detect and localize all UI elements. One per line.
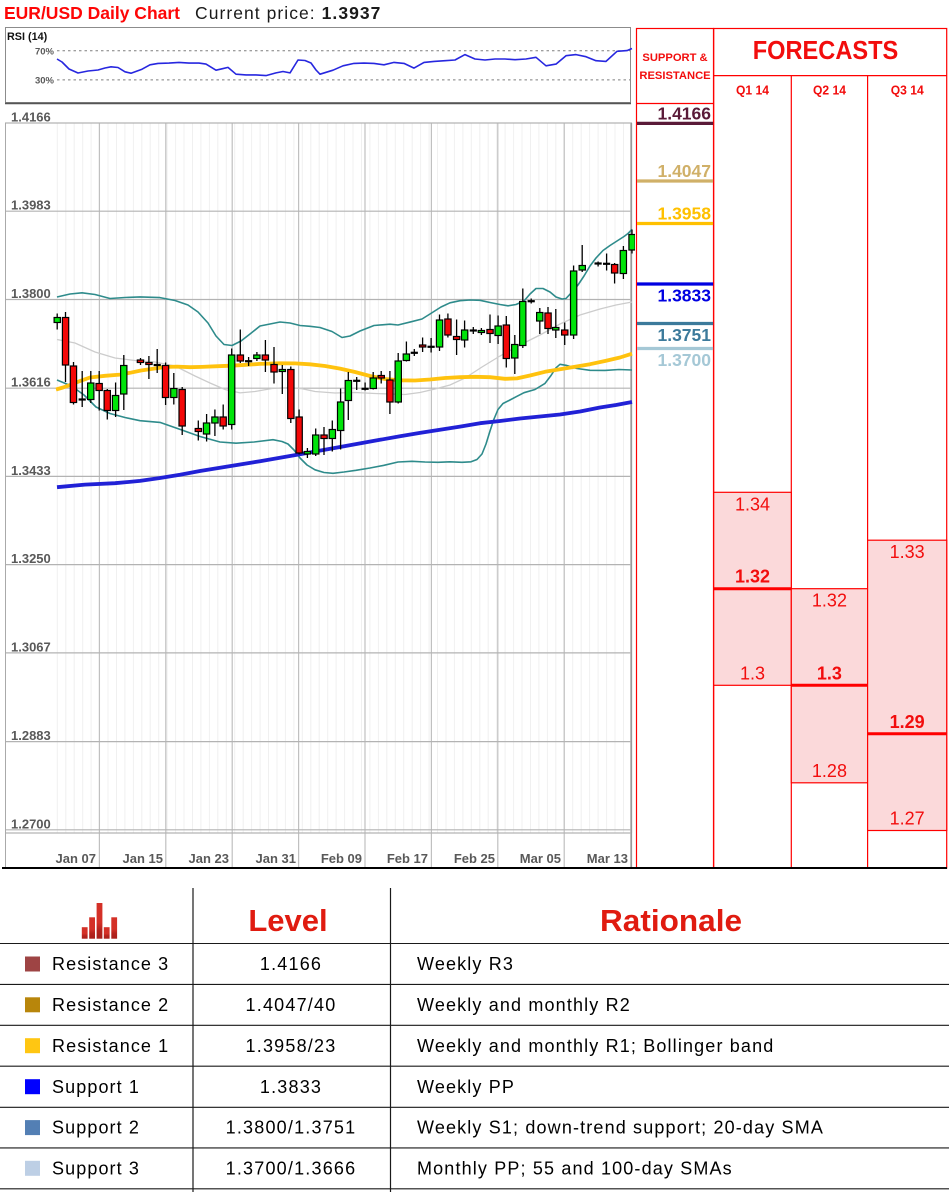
svg-text:1.3958: 1.3958 [657, 204, 711, 224]
svg-text:1.3983: 1.3983 [11, 198, 51, 213]
svg-text:1.3833: 1.3833 [260, 1077, 322, 1097]
svg-text:Resistance 3: Resistance 3 [52, 954, 169, 974]
svg-text:Support 2: Support 2 [52, 1118, 140, 1138]
svg-text:1.4047/40: 1.4047/40 [246, 995, 337, 1015]
svg-text:Level: Level [248, 903, 327, 938]
svg-text:1.3700: 1.3700 [657, 350, 711, 370]
svg-text:1.33: 1.33 [890, 542, 925, 562]
svg-text:Feb 09: Feb 09 [321, 851, 362, 866]
svg-text:1.29: 1.29 [890, 712, 925, 732]
svg-text:1.3: 1.3 [740, 663, 765, 683]
svg-text:Weekly R3: Weekly R3 [417, 954, 514, 974]
svg-text:1.3616: 1.3616 [11, 375, 51, 390]
svg-text:1.3800: 1.3800 [11, 286, 51, 301]
svg-text:1.32: 1.32 [812, 591, 847, 611]
svg-text:1.27: 1.27 [890, 809, 925, 829]
svg-text:Weekly S1; down-trend support;: Weekly S1; down-trend support; 20-day SM… [417, 1118, 824, 1138]
svg-text:1.4166: 1.4166 [657, 103, 711, 123]
svg-text:Q1 14: Q1 14 [736, 83, 770, 98]
svg-text:Weekly and monthly R2: Weekly and monthly R2 [417, 995, 631, 1015]
svg-text:Jan 15: Jan 15 [123, 851, 163, 866]
svg-text:30%: 30% [35, 76, 55, 87]
svg-text:1.34: 1.34 [735, 494, 770, 514]
svg-text:Weekly and monthly R1; Bolling: Weekly and monthly R1; Bollinger band [417, 1036, 774, 1056]
svg-text:1.3958/23: 1.3958/23 [246, 1036, 337, 1056]
svg-text:Rationale: Rationale [600, 903, 742, 938]
svg-text:1.3833: 1.3833 [657, 286, 711, 306]
svg-text:Feb 17: Feb 17 [387, 851, 428, 866]
svg-text:1.3: 1.3 [817, 663, 842, 683]
svg-text:Mar 13: Mar 13 [587, 851, 628, 866]
svg-text:70%: 70% [35, 47, 55, 58]
svg-text:1.2700: 1.2700 [11, 816, 51, 831]
svg-text:RSI (14): RSI (14) [7, 31, 48, 43]
svg-text:Resistance 1: Resistance 1 [52, 1036, 169, 1056]
svg-text:1.3250: 1.3250 [11, 551, 51, 566]
svg-text:Mar 05: Mar 05 [520, 851, 561, 866]
svg-text:Q2 14: Q2 14 [813, 83, 847, 98]
svg-text:RESISTANCE: RESISTANCE [639, 70, 711, 82]
svg-text:1.4047: 1.4047 [657, 161, 711, 181]
svg-text:Jan 31: Jan 31 [256, 851, 296, 866]
svg-text:Support 1: Support 1 [52, 1077, 140, 1097]
svg-text:1.4166: 1.4166 [11, 110, 51, 125]
svg-text:Feb 25: Feb 25 [454, 851, 495, 866]
svg-text:Jan 07: Jan 07 [56, 851, 96, 866]
svg-text:FORECASTS: FORECASTS [753, 37, 899, 65]
svg-text:Monthly PP; 55 and 100-day SMA: Monthly PP; 55 and 100-day SMAs [417, 1158, 733, 1178]
svg-text:1.28: 1.28 [812, 761, 847, 781]
svg-text:1.3433: 1.3433 [11, 463, 51, 478]
svg-text:1.3700/1.3666: 1.3700/1.3666 [226, 1158, 357, 1178]
svg-text:1.3800/1.3751: 1.3800/1.3751 [226, 1118, 357, 1138]
svg-text:1.3751: 1.3751 [657, 325, 711, 345]
svg-text:1.4166: 1.4166 [260, 954, 322, 974]
svg-text:Q3 14: Q3 14 [891, 83, 925, 98]
svg-text:1.32: 1.32 [735, 567, 770, 587]
svg-text:1.3067: 1.3067 [11, 639, 51, 654]
svg-text:1.2883: 1.2883 [11, 728, 51, 743]
svg-text:SUPPORT &: SUPPORT & [642, 52, 707, 64]
svg-text:Resistance 2: Resistance 2 [52, 995, 169, 1015]
svg-text:Jan 23: Jan 23 [189, 851, 229, 866]
svg-text:Support 3: Support 3 [52, 1158, 140, 1178]
svg-text:Weekly PP: Weekly PP [417, 1077, 515, 1097]
